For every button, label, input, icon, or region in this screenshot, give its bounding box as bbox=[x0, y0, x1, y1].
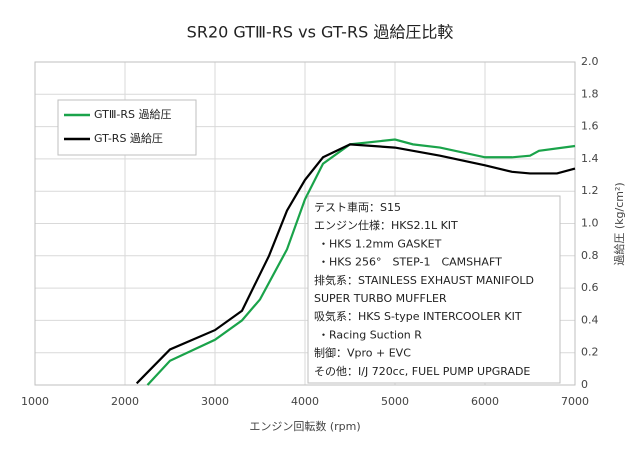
annotation-line: ・Racing Suction R bbox=[318, 328, 422, 341]
x-tick-label: 7000 bbox=[561, 395, 589, 408]
y-tick-label: 2.0 bbox=[581, 55, 599, 68]
annotation-line: エンジン仕様：HKS2.1L KIT bbox=[314, 218, 458, 232]
x-axis-label: エンジン回転数 (rpm) bbox=[249, 420, 360, 433]
annotation-box bbox=[307, 195, 561, 384]
y-tick-label: 1.0 bbox=[581, 217, 599, 230]
x-tick-label: 4000 bbox=[291, 395, 319, 408]
annotation-line: 吸気系：HKS S-type INTERCOOLER KIT bbox=[314, 309, 522, 323]
plot-frame bbox=[34, 61, 576, 386]
x-tick-label: 2000 bbox=[111, 395, 139, 408]
annotation-line: その他：I/J 720cc, FUEL PUMP UPGRADE bbox=[314, 365, 530, 378]
y-axis-label: 過給圧 (kg/cm²) bbox=[612, 182, 626, 265]
legend-label: GTⅢ-RS 過給圧 bbox=[94, 107, 172, 121]
legend-label: GT-RS 過給圧 bbox=[94, 131, 163, 145]
y-tick-label: 1.6 bbox=[581, 120, 599, 133]
x-tick-label: 6000 bbox=[471, 395, 499, 408]
x-tick-label: 1000 bbox=[21, 395, 49, 408]
y-tick-label: 1.2 bbox=[581, 184, 599, 197]
annotation-line: テスト車両：S15 bbox=[314, 200, 401, 214]
legend-box bbox=[57, 99, 197, 156]
chart-title: SR20 GTⅢ-RS vs GT-RS 過給圧比較 bbox=[187, 23, 454, 42]
y-tick-label: 0.2 bbox=[581, 346, 599, 359]
annotation-line: 排気系：STAINLESS EXHAUST MANIFOLD bbox=[314, 273, 534, 287]
annotation-line: 制御：Vpro + EVC bbox=[314, 346, 411, 360]
y-tick-label: 1.8 bbox=[581, 87, 599, 100]
series-line bbox=[135, 143, 576, 385]
y-tick-label: 0.8 bbox=[581, 249, 599, 262]
annotation-line: ・HKS 1.2mm GASKET bbox=[318, 237, 442, 250]
annotation-line: ・HKS 256° STEP-1 CAMSHAFT bbox=[318, 256, 502, 269]
x-tick-label: 5000 bbox=[381, 395, 409, 408]
y-tick-label: 0.4 bbox=[581, 313, 599, 326]
y-tick-label: 0 bbox=[581, 378, 588, 391]
x-tick-label: 3000 bbox=[201, 395, 229, 408]
y-tick-label: 0.6 bbox=[581, 281, 599, 294]
y-tick-label: 1.4 bbox=[581, 152, 599, 165]
annotation-line: SUPER TURBO MUFFLER bbox=[314, 292, 447, 305]
